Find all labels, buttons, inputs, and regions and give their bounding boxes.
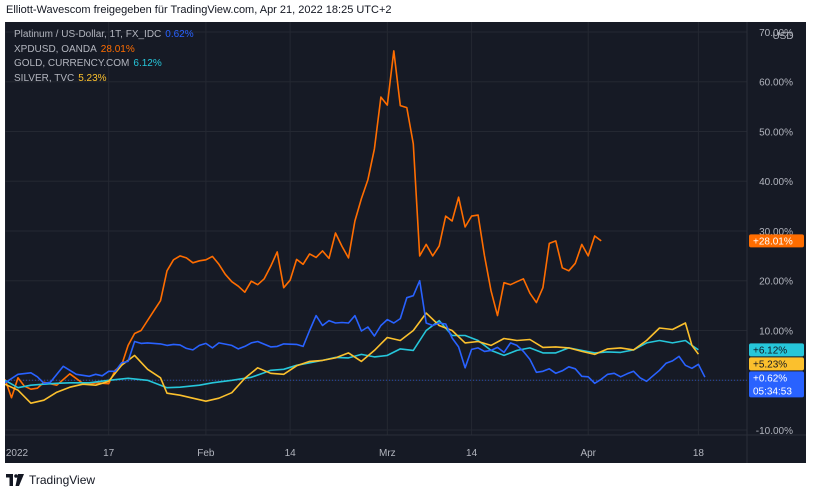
y-tick-label: 60.00% — [759, 78, 793, 89]
legend-item-platinum[interactable]: Platinum / US-Dollar, 1T, FX_IDC 0.62% — [14, 28, 194, 43]
y-tick-label: 70.00% — [759, 28, 793, 39]
price-badge-label: +28.01% — [753, 236, 793, 247]
legend-item-palladium[interactable]: XPDUSD, OANDA 28.01% — [14, 43, 194, 58]
legend-value: 0.62% — [165, 29, 194, 40]
chart-svg[interactable]: 70.00% 60.00% 50.00% 40.00% 30.00% 20.00% 10.0… — [5, 22, 806, 463]
legend: Platinum / US-Dollar, 1T, FX_IDC 0.62% XP… — [14, 28, 194, 86]
legend-value: 6.12% — [133, 58, 162, 69]
x-tick-label: 14 — [285, 448, 297, 459]
legend-item-silver[interactable]: SILVER, TVC 5.23% — [14, 72, 194, 87]
series-line[interactable] — [5, 279, 706, 385]
y-axis-unit: USD — [772, 31, 793, 42]
y-tick-label: 10.00% — [759, 327, 793, 338]
series-layer — [5, 50, 706, 404]
legend-item-gold[interactable]: GOLD, CURRENCY.COM 6.12% — [14, 57, 194, 72]
price-badge-bg — [749, 371, 804, 398]
price-badges: +28.01% +6.12% +5.23% +0.62% 05:34:53 — [749, 234, 804, 398]
price-badge-label: +0.62% — [753, 373, 787, 384]
x-tick-label: 18 — [693, 448, 705, 459]
tradingview-logo-icon — [6, 474, 24, 486]
footer-brand: TradingView — [29, 473, 96, 487]
price-badge-bg — [749, 234, 804, 248]
x-tick-label: Mrz — [379, 448, 396, 459]
series-line[interactable] — [5, 50, 602, 399]
legend-name: XPDUSD, OANDA — [14, 43, 97, 55]
x-tick-label: Apr — [580, 448, 596, 459]
x-axis: 2022 17 Feb 14 Mrz 14 Apr 18 — [6, 448, 705, 459]
y-tick-label: -10.00% — [756, 426, 793, 437]
countdown-label: 05:34:53 — [753, 386, 792, 397]
y-tick-label: 50.00% — [759, 127, 793, 138]
grid-layer — [5, 22, 806, 463]
legend-name: SILVER, TVC — [14, 72, 75, 84]
chart-panel[interactable]: 70.00% 60.00% 50.00% 40.00% 30.00% 20.00% 10.0… — [5, 22, 806, 463]
legend-name: GOLD, CURRENCY.COM — [14, 58, 130, 69]
legend-name: Platinum / US-Dollar, 1T, FX_IDC — [14, 29, 162, 40]
y-tick-label: 30.00% — [759, 227, 793, 238]
y-tick-label: 20.00% — [759, 277, 793, 288]
x-tick-label: Feb — [197, 448, 215, 459]
price-badge-label: +5.23% — [753, 359, 787, 370]
legend-value: 5.23% — [78, 72, 107, 84]
y-axis: 70.00% 60.00% 50.00% 40.00% 30.00% 20.00% 10.0… — [756, 28, 793, 437]
price-badge-label: +6.12% — [753, 345, 787, 356]
footer[interactable]: TradingView — [6, 470, 95, 490]
header-attribution: Elliott-Wavescom freigegeben für Trading… — [6, 4, 392, 16]
x-tick-label: 2022 — [6, 448, 29, 459]
x-tick-label: 14 — [466, 448, 478, 459]
price-badge-bg — [749, 343, 804, 357]
price-badge-bg — [749, 357, 804, 371]
series-line[interactable] — [5, 312, 700, 404]
y-tick-label: 40.00% — [759, 177, 793, 188]
x-tick-label: 17 — [103, 448, 115, 459]
legend-value: 28.01% — [100, 43, 135, 55]
